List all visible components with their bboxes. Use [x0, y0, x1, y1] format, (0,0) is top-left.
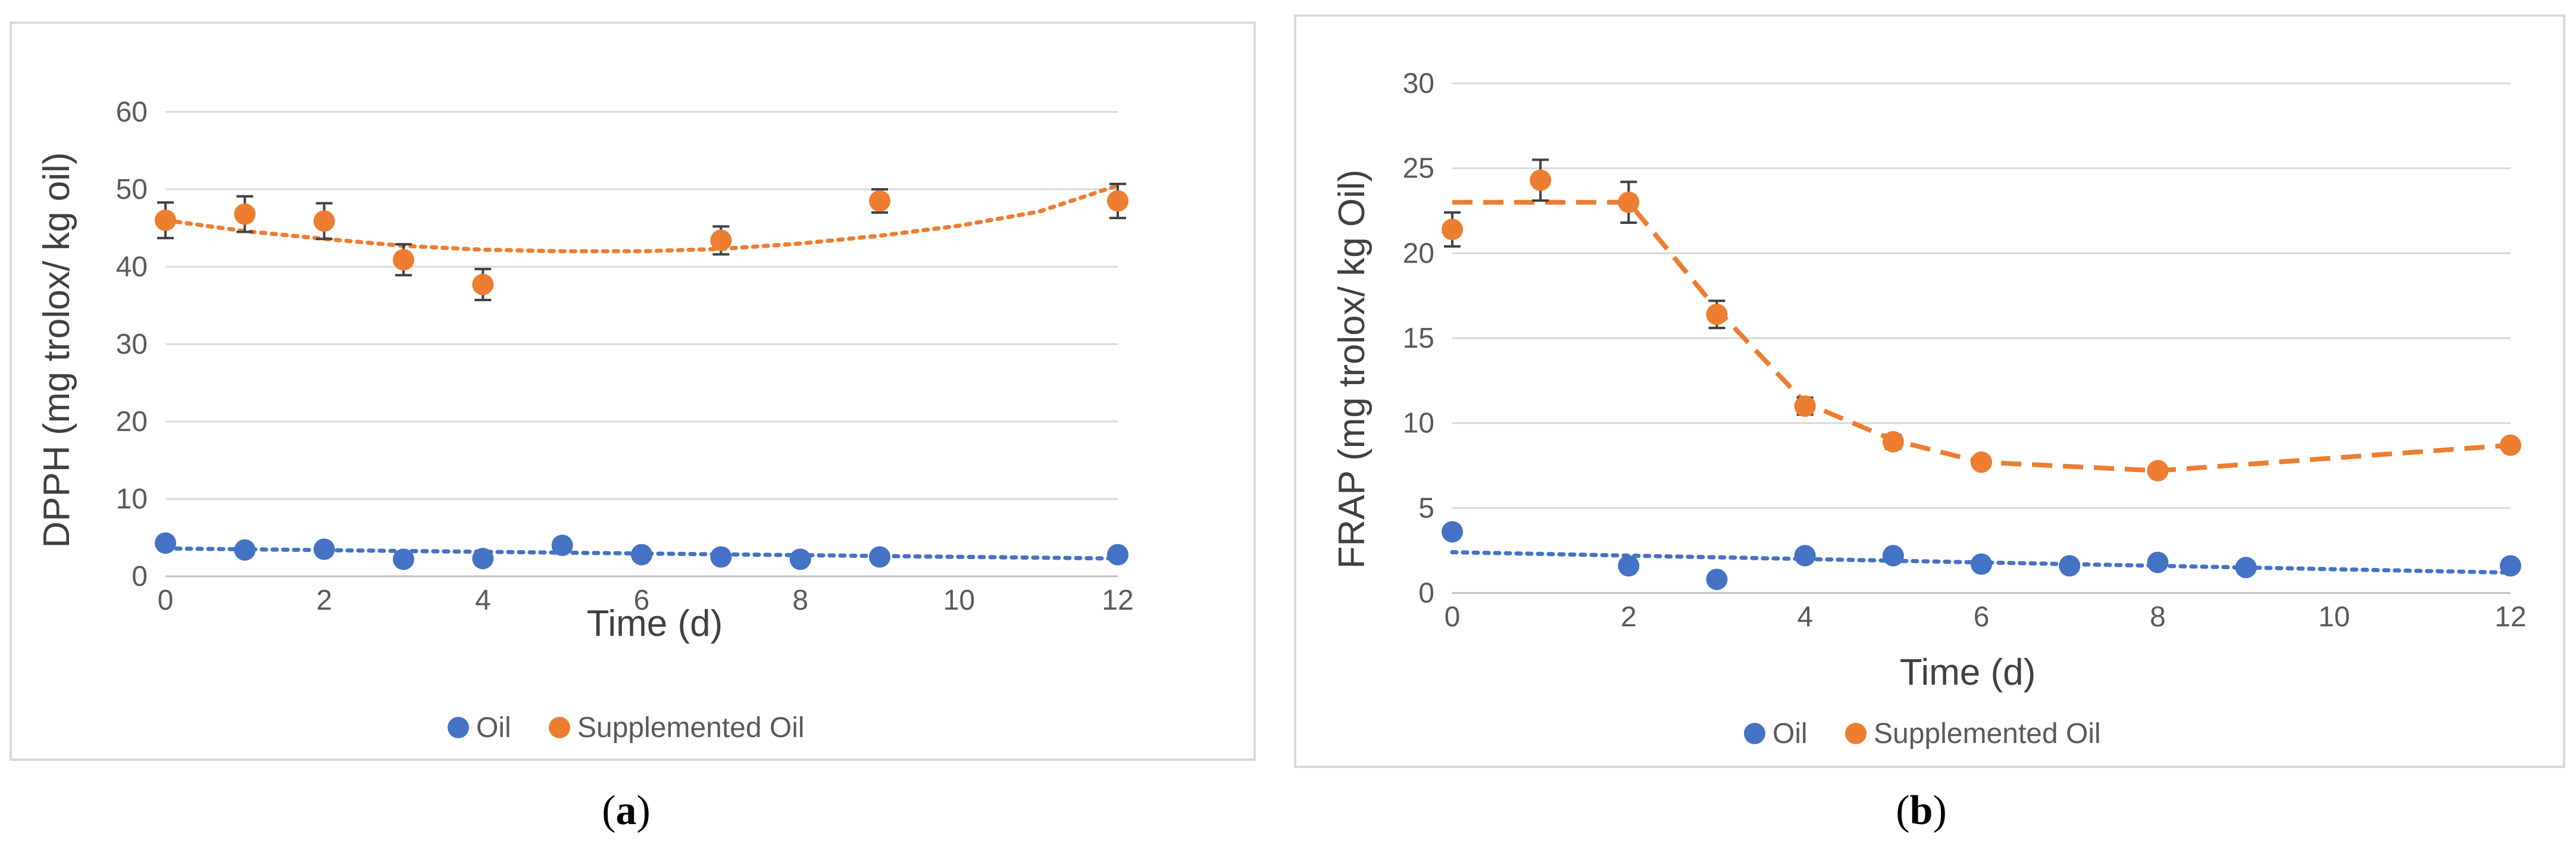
chart-b-oil-point: [1442, 521, 1463, 543]
chart-a-supplemented-oil-point: [869, 190, 890, 212]
chart-a-legend-oil-marker: [448, 717, 469, 738]
chart-b-supplemented-oil-point: [2500, 434, 2521, 456]
chart-b-y-tick-label: 30: [1403, 68, 1434, 99]
chart-b-x-tick-label: 4: [1797, 601, 1813, 633]
chart-a-supplemented-oil-point: [234, 203, 256, 225]
chart-b-supplemented-oil-point: [1618, 191, 1640, 213]
chart-b-oil-point: [2059, 555, 2081, 577]
chart-a-y-tick-label: 0: [132, 561, 148, 592]
chart-a-x-tick-label: 10: [943, 585, 975, 616]
chart-a-oil-point: [313, 538, 335, 560]
chart-b-supplemented-oil-point: [1882, 431, 1904, 453]
chart-a-frame: [10, 21, 1256, 761]
chart-b-y-tick-label: 0: [1418, 578, 1434, 609]
chart-a-y-tick-label: 50: [116, 174, 148, 205]
chart-a-legend-supplemented-marker: [549, 717, 570, 738]
panel-a-caption: (a): [602, 788, 651, 834]
chart-a-oil-point: [234, 539, 256, 561]
chart-a-x-tick-label: 0: [158, 585, 174, 616]
chart-panel-a: 0 10 20 30 40 50 60 0 2 4 6 8 10 12 Time (d) DPPH (mg…: [10, 21, 1256, 834]
chart-a-supplemented-oil-point: [710, 229, 732, 251]
chart-a-y-tick-label: 30: [116, 329, 148, 360]
chart-b-oil-point: [1706, 569, 1728, 591]
chart-a-x-tick-label: 6: [634, 585, 650, 616]
chart-a-data-points: [155, 182, 1128, 570]
chart-b-oil-point: [2500, 555, 2521, 577]
chart-b-oil-point: [1971, 553, 1992, 575]
chart-a-y-tick-label: 20: [116, 406, 148, 438]
chart-a-oil-point: [631, 544, 652, 566]
chart-b-supplemented-oil-trendline: [1452, 199, 2511, 473]
chart-b-y-tick-label: 5: [1418, 492, 1434, 524]
chart-a-oil-point: [472, 548, 494, 570]
chart-b-x-tick-label: 2: [1621, 601, 1637, 633]
chart-b-x-tick-label: 8: [2150, 601, 2166, 633]
chart-a-legend-supplemented-label: Supplemented Oil: [577, 712, 805, 744]
chart-a-supplemented-oil-point: [393, 249, 414, 271]
chart-b-supplemented-oil-point: [2147, 460, 2169, 482]
chart-b-y-tick-label: 15: [1403, 323, 1434, 354]
chart-b-x-tick-label: 12: [2494, 601, 2526, 633]
chart-b-supplemented-oil-point: [1442, 219, 1463, 241]
chart-b-oil-point: [1794, 545, 1816, 567]
chart-a-oil-point: [789, 548, 811, 570]
chart-a-x-tick-label: 12: [1102, 585, 1133, 616]
chart-a-oil-point: [869, 546, 890, 568]
chart-a-legend-oil-label: Oil: [476, 712, 511, 744]
chart-b-legend: Oil Supplemented Oil: [1744, 718, 2101, 750]
chart-a-supplemented-oil-point: [313, 210, 335, 232]
chart-a-y-tick-label: 40: [116, 251, 148, 283]
chart-b-tick-labels: 0 5 10 15 20 25 30 0 2 4 6 8 10 12: [1403, 68, 2527, 633]
chart-a-y-tick-label: 60: [116, 96, 148, 128]
chart-b-legend-oil-marker: [1744, 723, 1765, 744]
panel-b-caption-letter: b: [1910, 788, 1933, 834]
chart-b-supplemented-oil-point: [1971, 451, 1992, 473]
chart-b-frame: [1294, 14, 2565, 768]
chart-b-y-tick-label: 10: [1403, 408, 1434, 439]
chart-a-supplemented-oil-point: [472, 273, 494, 295]
chart-a-y-axis-title: DPPH (mg trolox/ kg oil): [36, 152, 77, 548]
chart-b-y-axis-title: FRAP (mg trolox/ kg Oil): [1331, 170, 1373, 569]
chart-b-y-tick-label: 25: [1403, 153, 1434, 185]
chart-b-x-tick-label: 10: [2318, 601, 2350, 633]
chart-a-oil-point: [1107, 544, 1128, 566]
chart-b-supplemented-oil-point: [1794, 395, 1816, 417]
chart-a-oil-point: [710, 546, 732, 568]
chart-a-tick-labels: 0 10 20 30 40 50 60 0 2 4 6 8 10 12: [116, 96, 1134, 616]
chart-b-oil-point: [2147, 551, 2169, 573]
chart-b-y-tick-label: 20: [1403, 238, 1434, 269]
chart-b-oil-point: [1882, 545, 1904, 567]
panel-b-caption: (b): [1896, 788, 1947, 834]
chart-b-legend-oil-label: Oil: [1772, 718, 1808, 750]
chart-b-legend-supplemented-label: Supplemented Oil: [1874, 718, 2101, 750]
chart-b-legend-supplemented-marker: [1845, 723, 1867, 744]
chart-a-x-axis-title: Time (d): [587, 603, 723, 644]
chart-a-supplemented-oil-point: [1107, 190, 1128, 212]
chart-a-oil-point: [551, 535, 573, 556]
chart-a-x-tick-label: 8: [792, 585, 808, 616]
chart-a-x-tick-label: 2: [316, 585, 332, 616]
chart-a-gridlines: [165, 111, 1118, 578]
chart-b-supplemented-oil-point: [1706, 304, 1728, 326]
chart-b-oil-point: [1618, 555, 1640, 577]
chart-b-supplemented-oil-point: [1530, 169, 1552, 191]
chart-b-data-points: [1442, 158, 2521, 591]
chart-a-x-tick-label: 4: [475, 585, 491, 616]
chart-a-oil-point: [393, 548, 414, 570]
chart-a-y-tick-label: 10: [116, 483, 148, 515]
panel-a-caption-letter: a: [616, 788, 637, 834]
chart-panel-b: 0 5 10 15 20 25 30 0 2 4 6 8 10 12 Time (d) FRAP (mg …: [1294, 14, 2565, 834]
chart-a-legend: Oil Supplemented Oil: [448, 712, 805, 744]
chart-b-oil-point: [2235, 557, 2257, 579]
chart-b-x-tick-label: 6: [1974, 601, 1990, 633]
chart-a-supplemented-oil-point: [155, 210, 176, 231]
chart-b-gridlines: [1452, 82, 2511, 594]
chart-b-x-axis-title: Time (d): [1900, 652, 2036, 693]
chart-a-oil-point: [155, 532, 176, 554]
chart-b-x-tick-label: 0: [1445, 601, 1461, 633]
